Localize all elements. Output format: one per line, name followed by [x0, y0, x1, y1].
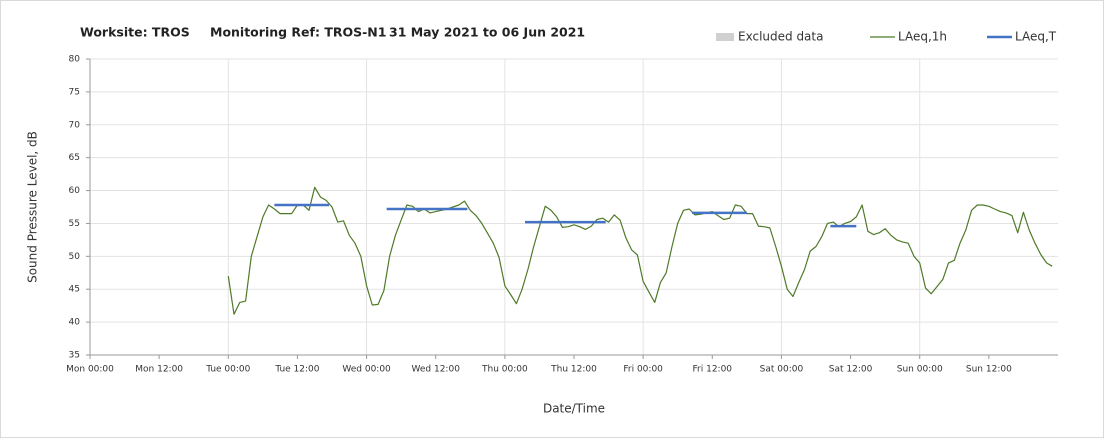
chart-title: 31 May 2021 to 06 Jun 2021	[389, 25, 585, 40]
y-tick-label: 55	[69, 219, 80, 229]
y-tick-label: 40	[69, 318, 81, 328]
x-tick-label: Sat 12:00	[829, 365, 873, 375]
x-tick-label: Thu 00:00	[481, 365, 528, 375]
chart-title: Monitoring Ref: TROS-N1	[210, 25, 386, 40]
x-tick-label: Mon 12:00	[135, 365, 183, 375]
x-tick-label: Sun 00:00	[897, 365, 943, 375]
series-line	[227, 186, 1053, 315]
legend-label: Excluded data	[738, 30, 823, 44]
chart-title: Worksite: TROS	[80, 25, 190, 40]
legend-label: LAeq,1h	[898, 30, 947, 44]
y-tick-label: 50	[69, 252, 81, 262]
y-tick-label: 45	[69, 285, 80, 295]
y-tick-label: 75	[69, 87, 80, 97]
x-tick-label: Sat 00:00	[760, 365, 804, 375]
y-axis-label: Sound Pressure Level, dB	[26, 131, 40, 283]
x-tick-label: Thu 12:00	[550, 365, 597, 375]
y-tick-label: 60	[69, 186, 81, 196]
y-tick-label: 65	[69, 153, 80, 163]
y-tick-label: 70	[69, 120, 81, 130]
y-tick-label: 80	[69, 55, 81, 65]
x-tick-label: Wed 12:00	[412, 365, 461, 375]
x-tick-label: Mon 00:00	[66, 365, 114, 375]
x-tick-label: Tue 12:00	[274, 365, 319, 375]
legend-label: LAeq,T	[1015, 30, 1057, 44]
y-tick-label: 35	[69, 351, 80, 361]
x-tick-label: Wed 00:00	[342, 365, 391, 375]
x-tick-label: Fri 12:00	[693, 365, 733, 375]
x-tick-label: Fri 00:00	[623, 365, 663, 375]
legend-swatch	[716, 33, 734, 41]
x-tick-label: Tue 00:00	[205, 365, 250, 375]
x-axis-label: Date/Time	[543, 402, 605, 416]
x-tick-label: Sun 12:00	[966, 365, 1012, 375]
